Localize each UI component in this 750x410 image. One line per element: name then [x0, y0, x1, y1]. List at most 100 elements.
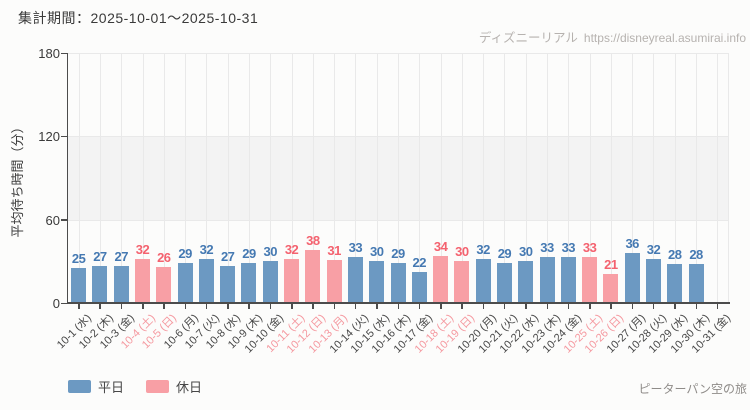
bar-value-label: 30 [519, 244, 533, 260]
watermark-site-name: ディズニーリアル [478, 31, 578, 45]
weekday-color-swatch [68, 380, 91, 393]
grid-line-vertical [227, 53, 229, 303]
bar-10-3 [113, 265, 129, 303]
holiday-color-swatch [146, 380, 170, 393]
bar-value-label: 33 [540, 240, 554, 256]
x-axis-tick [376, 304, 378, 309]
legend-item-weekday: 平日 [68, 377, 124, 396]
x-axis-tick [546, 304, 549, 309]
x-axis-tick [461, 304, 463, 309]
bar-10-11 [284, 258, 300, 303]
bar-value-label: 32 [646, 241, 661, 257]
grid-line-vertical [461, 53, 463, 303]
grid-line-vertical [78, 53, 80, 303]
bar-value-label: 28 [689, 247, 703, 263]
bar-10-27 [624, 253, 640, 303]
x-axis-tick [716, 304, 719, 309]
bar-10-22 [518, 261, 534, 303]
x-axis-tick [589, 304, 591, 309]
bar-value-label: 31 [327, 242, 341, 258]
bar-value-label: 22 [412, 255, 427, 271]
grid-line-vertical [355, 53, 357, 303]
bar-10-18 [433, 255, 449, 303]
legend-holiday-label: 休日 [176, 380, 203, 395]
grid-line-vertical [674, 53, 676, 303]
grid-line-vertical [312, 53, 314, 303]
bar-10-30 [688, 264, 704, 303]
grid-line-vertical [547, 53, 549, 303]
bar-10-8 [220, 265, 236, 303]
x-axis-tick [631, 304, 634, 309]
grid-line-vertical [653, 53, 655, 303]
x-axis-tick [354, 304, 357, 309]
bar-10-4 [135, 258, 151, 303]
bar-10-2 [92, 265, 108, 303]
bar-value-label: 32 [476, 241, 490, 257]
bar-10-23 [539, 257, 555, 303]
x-axis-tick [163, 304, 165, 309]
bar-value-label: 33 [561, 240, 576, 256]
bar-10-14 [347, 257, 363, 303]
bar-value-label: 27 [93, 248, 107, 264]
x-axis-tick [269, 304, 272, 309]
x-axis-tick [525, 304, 527, 309]
bar-value-label: 26 [157, 249, 171, 265]
bar-value-label: 29 [242, 245, 256, 261]
bar-value-label: 32 [284, 241, 299, 257]
bar-value-label: 29 [178, 245, 192, 261]
x-axis-tick [610, 304, 612, 309]
bar-value-label: 38 [306, 233, 320, 249]
x-axis-tick [99, 304, 101, 309]
grid-line-vertical [696, 53, 698, 303]
x-axis-tick [227, 304, 229, 309]
bar-10-26 [603, 273, 619, 303]
bar-10-17 [411, 272, 427, 303]
page-title: 集計期間：2025-10-01～2025-10-31 [18, 10, 259, 26]
x-axis-tick [503, 304, 506, 309]
grid-line-vertical [376, 53, 378, 303]
grid-line-vertical [483, 53, 485, 303]
bar-value-label: 33 [582, 240, 597, 256]
grid-line-vertical [248, 53, 250, 303]
grid-line-vertical [632, 53, 634, 303]
bar-value-label: 34 [433, 238, 448, 254]
y-tick-label: 120 [38, 129, 60, 145]
bar-10-13 [326, 259, 342, 303]
bar-10-1 [71, 268, 87, 303]
bar-value-label: 30 [455, 244, 469, 260]
grid-line-vertical [206, 53, 208, 303]
y-tick-label: 0 [52, 296, 60, 311]
bar-10-7 [198, 258, 214, 303]
bar-value-label: 32 [135, 241, 150, 257]
bar-value-label: 29 [391, 245, 405, 261]
bar-10-5 [156, 266, 172, 303]
x-axis-tick [312, 304, 314, 309]
bar-value-label: 30 [369, 244, 384, 260]
x-axis-tick [333, 304, 336, 309]
y-axis-tick [61, 52, 67, 54]
x-axis-tick [695, 304, 698, 309]
x-axis-tick [78, 304, 80, 309]
bar-value-label: 29 [497, 245, 512, 261]
grid-line-vertical [398, 53, 399, 303]
x-axis-tick [440, 304, 442, 309]
grid-line-vertical [610, 53, 612, 303]
y-tick-label: 180 [38, 46, 60, 61]
x-axis-tick [184, 304, 187, 309]
y-axis-tick [61, 219, 67, 221]
y-tick-label: 60 [45, 212, 60, 228]
bar-10-20 [475, 258, 491, 303]
grid-line-vertical [185, 53, 187, 303]
y-axis-label: 平均待ち時間（分） [10, 120, 25, 238]
bar-value-label: 27 [114, 248, 128, 264]
y-axis-line [67, 53, 68, 304]
bar-value-label: 30 [263, 244, 278, 260]
x-axis-tick [291, 304, 293, 309]
bar-value-label: 25 [71, 251, 86, 267]
x-axis-line [68, 302, 730, 304]
bar-10-15 [369, 261, 385, 303]
grid-line-vertical [142, 53, 144, 303]
y-axis-tick [61, 302, 67, 304]
legend-weekday-label: 平日 [98, 380, 125, 395]
